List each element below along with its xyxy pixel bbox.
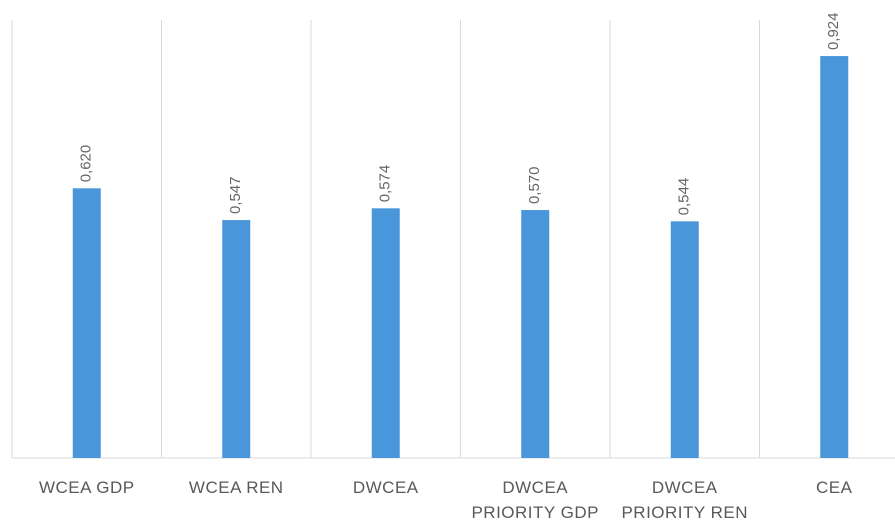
x-tick-label: WCEA GDP	[38, 478, 135, 497]
data-label: 0,574	[377, 165, 394, 203]
data-label: 0,544	[676, 178, 693, 216]
data-label: 0,570	[526, 167, 543, 205]
bar	[371, 208, 400, 458]
bar	[670, 221, 699, 458]
x-tick-label: DWCEA PRIORITY GDP	[471, 478, 600, 522]
x-tick-label: WCEA REN	[188, 478, 284, 497]
x-tick-label: CEA	[816, 478, 853, 497]
bar	[521, 210, 550, 458]
bar	[222, 220, 251, 458]
x-tick-label: DWCEA	[352, 478, 419, 497]
data-label: 0,547	[227, 177, 244, 215]
bar	[820, 56, 849, 459]
x-tick-label: DWCEA PRIORITY REN	[621, 478, 749, 522]
data-label: 0,620	[78, 145, 95, 183]
bar	[72, 188, 101, 459]
data-label: 0,924	[825, 13, 842, 51]
